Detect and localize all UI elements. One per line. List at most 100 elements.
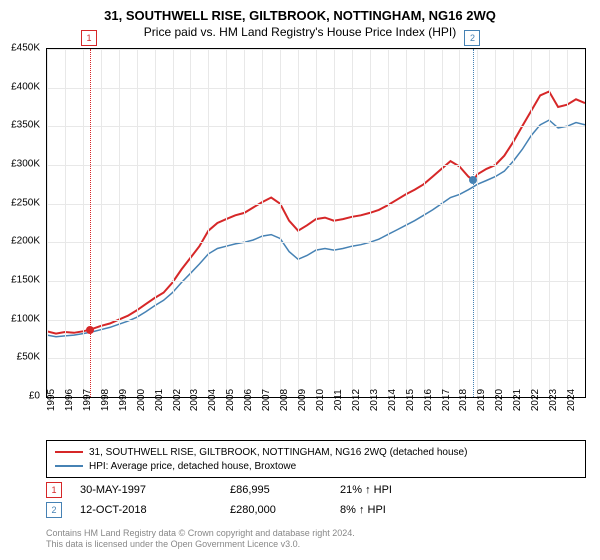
x-axis-label: 2002 <box>172 389 183 411</box>
chart-title: 31, SOUTHWELL RISE, GILTBROOK, NOTTINGHA… <box>0 0 600 23</box>
x-axis-label: 2000 <box>136 389 147 411</box>
y-axis-label: £300K <box>11 159 40 170</box>
x-axis-label: 2012 <box>351 389 362 411</box>
x-axis-label: 2020 <box>494 389 505 411</box>
y-axis-label: £400K <box>11 81 40 92</box>
marker-table: 1 30-MAY-1997£86,99521% ↑ HPI 2 12-OCT-2018… <box>46 480 586 520</box>
gridline-v <box>370 49 371 397</box>
x-axis-label: 2007 <box>261 389 272 411</box>
y-axis-label: £0 <box>29 391 40 402</box>
gridline-v <box>137 49 138 397</box>
chart-area: £0£50K£100K£150K£200K£250K£300K£350K£400… <box>46 48 586 418</box>
gridline-v <box>495 49 496 397</box>
x-axis-label: 2024 <box>566 389 577 411</box>
y-axis-label: £50K <box>17 352 40 363</box>
x-axis-label: 2010 <box>315 389 326 411</box>
gridline-v <box>65 49 66 397</box>
gridline-v <box>101 49 102 397</box>
marker-point <box>469 176 477 184</box>
gridline-v <box>190 49 191 397</box>
marker-line <box>90 49 91 397</box>
gridline-v <box>406 49 407 397</box>
y-axis-label: £350K <box>11 120 40 131</box>
gridline-v <box>459 49 460 397</box>
gridline-v <box>352 49 353 397</box>
marker-pct: 8% ↑ HPI <box>340 504 440 516</box>
marker-table-row: 2 12-OCT-2018£280,0008% ↑ HPI <box>46 500 586 520</box>
gridline-v <box>47 49 48 397</box>
gridline-v <box>316 49 317 397</box>
y-axis-label: £100K <box>11 313 40 324</box>
legend-row: HPI: Average price, detached house, Brox… <box>55 459 577 473</box>
x-axis-label: 2018 <box>458 389 469 411</box>
x-axis-label: 2006 <box>243 389 254 411</box>
gridline-v <box>119 49 120 397</box>
x-axis-label: 1997 <box>82 389 93 411</box>
legend-swatch <box>55 451 83 453</box>
gridline-v <box>549 49 550 397</box>
footer-line1: Contains HM Land Registry data © Crown c… <box>46 528 586 539</box>
gridline-v <box>477 49 478 397</box>
x-axis-label: 1998 <box>100 389 111 411</box>
gridline-v <box>155 49 156 397</box>
y-axis-label: £150K <box>11 275 40 286</box>
gridline-v <box>83 49 84 397</box>
marker-price: £86,995 <box>230 484 340 496</box>
gridline-v <box>513 49 514 397</box>
footer: Contains HM Land Registry data © Crown c… <box>46 528 586 550</box>
x-axis-label: 2022 <box>530 389 541 411</box>
x-axis-label: 2016 <box>423 389 434 411</box>
gridline-v <box>173 49 174 397</box>
x-axis-label: 2008 <box>279 389 290 411</box>
marker-line <box>473 49 474 397</box>
y-axis-label: £450K <box>11 43 40 54</box>
x-axis-label: 2003 <box>189 389 200 411</box>
legend-box: 31, SOUTHWELL RISE, GILTBROOK, NOTTINGHA… <box>46 440 586 478</box>
x-axis-label: 2023 <box>548 389 559 411</box>
marker-badge: 1 <box>81 30 97 46</box>
gridline-v <box>280 49 281 397</box>
gridline-v <box>226 49 227 397</box>
x-axis-label: 1995 <box>46 389 57 411</box>
y-axis-label: £200K <box>11 236 40 247</box>
x-axis-label: 1999 <box>118 389 129 411</box>
marker-table-row: 1 30-MAY-1997£86,99521% ↑ HPI <box>46 480 586 500</box>
marker-table-badge: 2 <box>46 502 62 518</box>
x-axis-label: 2005 <box>225 389 236 411</box>
x-axis-label: 2011 <box>333 389 344 411</box>
x-axis-label: 2013 <box>369 389 380 411</box>
plot-region <box>46 48 586 398</box>
footer-line2: This data is licensed under the Open Gov… <box>46 539 586 550</box>
gridline-v <box>334 49 335 397</box>
y-axis-label: £250K <box>11 197 40 208</box>
marker-pct: 21% ↑ HPI <box>340 484 440 496</box>
gridline-v <box>244 49 245 397</box>
x-axis-label: 2004 <box>207 389 218 411</box>
x-axis-label: 2021 <box>512 389 523 411</box>
x-axis-label: 2019 <box>476 389 487 411</box>
gridline-v <box>424 49 425 397</box>
x-axis-label: 2017 <box>441 389 452 411</box>
marker-price: £280,000 <box>230 504 340 516</box>
marker-point <box>86 326 94 334</box>
gridline-v <box>208 49 209 397</box>
marker-date: 12-OCT-2018 <box>80 504 230 516</box>
marker-badge: 2 <box>464 30 480 46</box>
marker-table-badge: 1 <box>46 482 62 498</box>
x-axis-label: 2001 <box>154 389 165 411</box>
x-axis-label: 2014 <box>387 389 398 411</box>
x-axis-label: 1996 <box>64 389 75 411</box>
gridline-v <box>388 49 389 397</box>
legend-row: 31, SOUTHWELL RISE, GILTBROOK, NOTTINGHA… <box>55 445 577 459</box>
gridline-v <box>531 49 532 397</box>
gridline-v <box>567 49 568 397</box>
legend-label: 31, SOUTHWELL RISE, GILTBROOK, NOTTINGHA… <box>89 447 467 458</box>
legend-label: HPI: Average price, detached house, Brox… <box>89 461 296 472</box>
x-axis-label: 2015 <box>405 389 416 411</box>
chart-container: 31, SOUTHWELL RISE, GILTBROOK, NOTTINGHA… <box>0 0 600 560</box>
gridline-v <box>442 49 443 397</box>
x-axis-label: 2009 <box>297 389 308 411</box>
marker-date: 30-MAY-1997 <box>80 484 230 496</box>
legend-swatch <box>55 465 83 467</box>
gridline-v <box>298 49 299 397</box>
